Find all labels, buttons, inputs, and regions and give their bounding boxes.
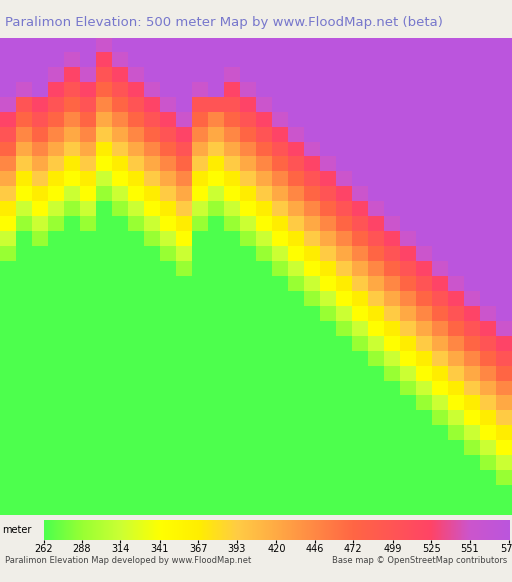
Text: Base map © OpenStreetMap contributors: Base map © OpenStreetMap contributors bbox=[332, 556, 507, 565]
Text: Paralimon Elevation: 500 meter Map by www.FloodMap.net (beta): Paralimon Elevation: 500 meter Map by ww… bbox=[5, 16, 443, 29]
Text: meter: meter bbox=[2, 525, 32, 535]
Text: Paralimon Elevation Map developed by www.FloodMap.net: Paralimon Elevation Map developed by www… bbox=[5, 556, 251, 565]
